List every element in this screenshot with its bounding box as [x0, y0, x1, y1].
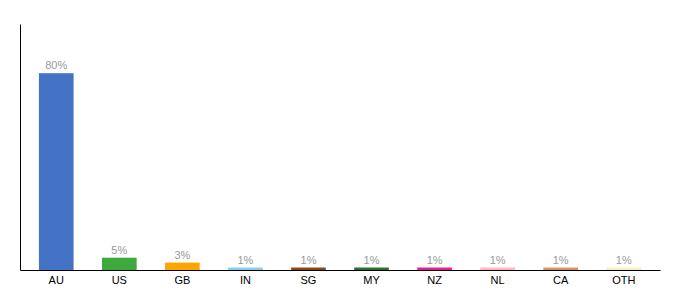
data-label: 1%	[301, 254, 317, 266]
bar	[606, 268, 641, 270]
x-tick: AU	[49, 270, 64, 286]
data-label: 1%	[616, 254, 632, 266]
x-tick: CA	[553, 270, 569, 286]
x-tick-label: CA	[553, 274, 569, 286]
x-tick: GB	[174, 270, 190, 286]
bar	[354, 268, 389, 270]
x-tick: NL	[491, 270, 505, 286]
data-labels: 80% 5% 3% 1% 1% 1% 1% 1% 1% 1%	[45, 59, 632, 265]
data-label: 1%	[364, 254, 380, 266]
x-tick: OTH	[612, 270, 635, 286]
plot: AU US GB IN SG MY NZ NL CA OTH 80% 5% 3% 1% 1% 1% 1% 1% 1%…	[21, 25, 661, 286]
x-tick: SG	[301, 270, 317, 286]
x-tick-label: US	[112, 274, 127, 286]
x-tick-label: GB	[174, 274, 190, 286]
bar	[291, 268, 326, 270]
x-tick-label: NL	[491, 274, 505, 286]
bar	[543, 268, 578, 270]
x-tick-label: MY	[363, 274, 380, 286]
x-tick-label: IN	[240, 274, 251, 286]
data-label: 1%	[237, 254, 253, 266]
x-tick: IN	[240, 270, 251, 286]
x-tick: NZ	[427, 270, 442, 286]
bar	[102, 258, 137, 270]
data-label: 80%	[45, 59, 67, 71]
data-label: 3%	[174, 249, 190, 261]
x-tick: US	[112, 270, 127, 286]
bar	[228, 268, 263, 270]
chart: AU US GB IN SG MY NZ NL CA OTH 80% 5% 3% 1% 1% 1% 1% 1% 1%…	[0, 0, 680, 300]
bars	[39, 73, 641, 270]
data-label: 1%	[490, 254, 506, 266]
data-label: 5%	[111, 244, 127, 256]
bar	[165, 263, 200, 270]
x-axis: AU US GB IN SG MY NZ NL CA OTH	[21, 270, 661, 286]
x-axis-line	[21, 270, 661, 271]
x-tick: MY	[363, 270, 380, 286]
bar	[39, 73, 74, 270]
y-axis	[20, 25, 21, 271]
x-tick-label: AU	[49, 274, 64, 286]
bar	[480, 268, 515, 270]
x-tick-label: OTH	[612, 274, 635, 286]
data-label: 1%	[553, 254, 569, 266]
x-tick-label: NZ	[427, 274, 442, 286]
chart-container: AU US GB IN SG MY NZ NL CA OTH 80% 5% 3% 1% 1% 1% 1% 1% 1%…	[0, 0, 680, 300]
bar	[417, 268, 452, 270]
data-label: 1%	[427, 254, 443, 266]
x-tick-label: SG	[301, 274, 317, 286]
y-axis-line	[20, 25, 21, 271]
